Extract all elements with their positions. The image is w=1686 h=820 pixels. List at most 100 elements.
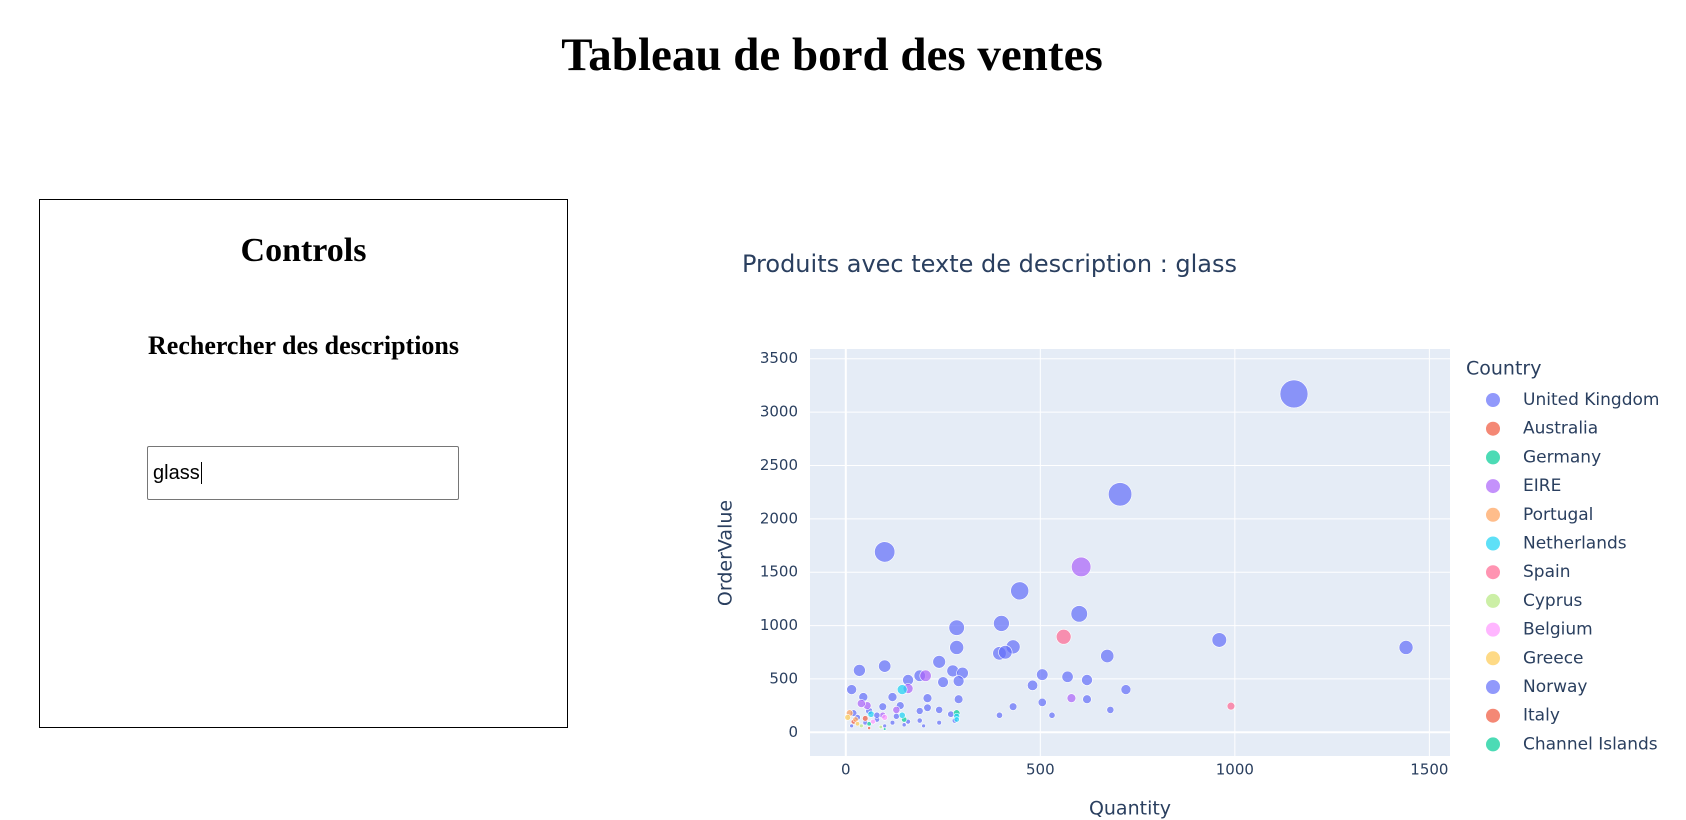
data-point xyxy=(1048,711,1056,719)
y-tick-label: 1000 xyxy=(760,616,798,634)
data-point xyxy=(953,716,960,723)
legend-marker xyxy=(1486,536,1500,551)
data-point xyxy=(1108,482,1133,507)
data-point xyxy=(919,669,932,682)
x-tick-label: 1500 xyxy=(1410,761,1448,779)
legend-marker xyxy=(1486,479,1500,494)
x-tick-label: 0 xyxy=(841,761,851,779)
controls-panel: Controls Rechercher des descriptions gla… xyxy=(39,199,568,728)
x-tick-label: 500 xyxy=(1026,761,1055,779)
data-point xyxy=(901,722,907,728)
data-point xyxy=(949,640,964,655)
data-point xyxy=(1061,670,1074,683)
data-point xyxy=(867,710,875,718)
y-tick-label: 2500 xyxy=(760,456,798,474)
legend-label: Cyprus xyxy=(1523,591,1582,611)
data-point xyxy=(862,715,869,722)
data-point xyxy=(846,684,857,695)
data-point xyxy=(856,699,866,708)
legend-marker xyxy=(1486,421,1500,436)
data-point xyxy=(859,723,864,729)
data-point xyxy=(1081,674,1093,686)
legend-label: Spain xyxy=(1523,562,1571,582)
data-point xyxy=(1106,705,1115,714)
legend-marker xyxy=(1486,507,1500,522)
data-point xyxy=(1008,702,1018,711)
data-point xyxy=(947,710,955,718)
data-point xyxy=(1082,694,1092,704)
data-point xyxy=(1211,632,1227,648)
legend-marker xyxy=(1486,565,1500,580)
data-point xyxy=(922,693,933,703)
legend-label: Portugal xyxy=(1523,505,1593,525)
legend-marker xyxy=(1486,708,1500,723)
data-point xyxy=(874,541,896,563)
search-value: glass xyxy=(153,462,202,484)
legend-label: EIRE xyxy=(1523,476,1561,496)
legend-label: Italy xyxy=(1523,706,1560,726)
data-point xyxy=(1036,668,1049,681)
legend-marker xyxy=(1486,593,1500,608)
data-point xyxy=(896,684,908,695)
data-point xyxy=(932,655,946,669)
y-tick-label: 1500 xyxy=(760,563,798,581)
data-point xyxy=(892,705,901,714)
data-point xyxy=(881,714,888,721)
data-point xyxy=(849,723,854,729)
y-axis-title: OrderValue xyxy=(715,500,737,606)
legend-marker xyxy=(1486,393,1500,407)
legend-title: Country xyxy=(1466,358,1541,380)
data-point xyxy=(882,723,887,729)
legend-marker xyxy=(1486,680,1500,694)
legend-marker xyxy=(1486,651,1500,666)
data-point xyxy=(898,711,906,719)
legend-label: Belgium xyxy=(1523,620,1593,640)
data-point xyxy=(948,619,965,636)
legend-marker xyxy=(1486,450,1500,465)
data-point xyxy=(1027,679,1039,691)
data-point xyxy=(887,692,898,702)
legend-label: Netherlands xyxy=(1523,534,1627,554)
legend-label: Norway xyxy=(1523,677,1588,697)
chart-title: Produits avec texte de description : gla… xyxy=(742,250,1237,278)
data-point xyxy=(1071,556,1092,577)
legend-label: Germany xyxy=(1523,447,1601,467)
data-point xyxy=(889,720,896,726)
legend-label: United Kingdom xyxy=(1523,390,1659,410)
y-tick-label: 2000 xyxy=(760,509,798,527)
data-point xyxy=(921,723,926,729)
data-point xyxy=(844,714,851,721)
data-point xyxy=(1070,605,1088,623)
plot-background xyxy=(810,349,1450,756)
legend-label: Greece xyxy=(1523,648,1584,668)
y-tick-label: 0 xyxy=(788,723,798,741)
legend-marker xyxy=(1486,622,1500,637)
legend-label: Australia xyxy=(1523,419,1598,439)
page-title: Tableau de bord des ventes xyxy=(561,29,1103,81)
data-point xyxy=(993,615,1010,632)
data-point xyxy=(1120,684,1132,695)
data-point xyxy=(937,676,949,688)
data-point xyxy=(935,705,944,714)
data-point xyxy=(915,707,924,715)
y-tick-label: 500 xyxy=(769,669,798,687)
data-point xyxy=(853,664,866,677)
data-point xyxy=(1037,697,1047,707)
data-point xyxy=(1055,629,1072,645)
data-point xyxy=(1066,693,1077,703)
data-point xyxy=(867,726,872,730)
data-point xyxy=(1398,640,1414,655)
search-input[interactable]: glass xyxy=(147,446,459,500)
data-point xyxy=(883,727,887,731)
x-tick-label: 1000 xyxy=(1216,761,1254,779)
data-point xyxy=(854,721,860,727)
data-point xyxy=(893,712,900,720)
data-point xyxy=(952,675,965,687)
data-point xyxy=(936,720,942,726)
search-label: Rechercher des descriptions xyxy=(148,331,459,360)
y-tick-label: 3000 xyxy=(760,403,798,421)
legend-label: Channel Islands xyxy=(1523,734,1658,754)
data-point xyxy=(878,724,883,730)
